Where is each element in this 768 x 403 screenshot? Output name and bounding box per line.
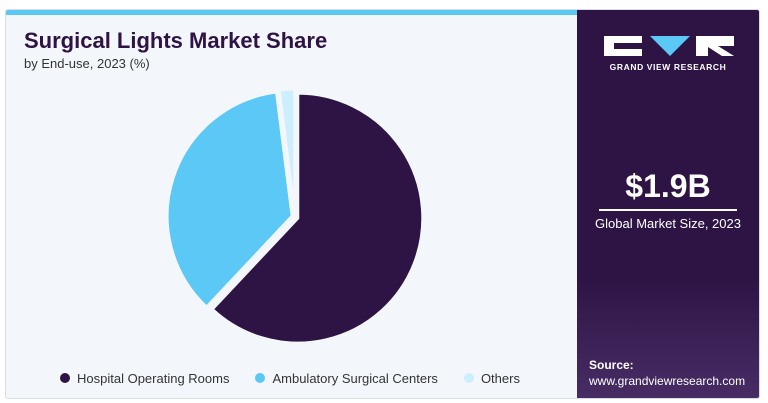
- chart-legend: Hospital Operating Rooms Ambulatory Surgi…: [60, 369, 546, 387]
- chart-subtitle: by End-use, 2023 (%): [24, 56, 150, 71]
- brand-name: GRAND VIEW RESEARCH: [609, 62, 727, 72]
- pie-slice-ambulatory-surgical-centers: [165, 90, 294, 310]
- legend-swatch: [255, 373, 266, 383]
- legend-swatch: [60, 373, 70, 383]
- gvr-logo: [604, 36, 734, 56]
- legend-item: Ambulatory Surgical Centers: [255, 370, 438, 386]
- legend-label: Others: [480, 370, 520, 386]
- legend-swatch: [463, 373, 474, 383]
- pie-slice-others: [277, 87, 297, 215]
- pie-slice-hospital-operating-rooms: [210, 91, 425, 345]
- decorative-grid: [577, 278, 759, 398]
- brand-sidebar: GRAND VIEW RESEARCH $1.9B Global Market …: [577, 10, 759, 398]
- legend-label: Hospital Operating Rooms: [77, 370, 230, 386]
- divider: [599, 209, 737, 211]
- legend-item: Hospital Operating Rooms: [60, 371, 229, 386]
- accent-bar: [6, 10, 577, 15]
- legend-item: Others: [463, 370, 520, 386]
- market-size-label-text: Global Market Size, 2023: [595, 216, 741, 231]
- chart-title: Surgical Lights Market Share: [24, 28, 328, 53]
- source-label: Source:: [589, 358, 634, 372]
- pie-chart: [165, 87, 425, 345]
- market-size-label: Global Market Size, 2023: [577, 216, 759, 232]
- chart-card: Surgical Lights Market Share by End-use,…: [5, 9, 760, 399]
- legend-label: Ambulatory Surgical Centers: [272, 370, 438, 386]
- market-size-value: $1.9B: [625, 168, 711, 204]
- chart-panel: Surgical Lights Market Share by End-use,…: [6, 10, 577, 398]
- source-url[interactable]: www.grandviewresearch.com: [589, 374, 746, 388]
